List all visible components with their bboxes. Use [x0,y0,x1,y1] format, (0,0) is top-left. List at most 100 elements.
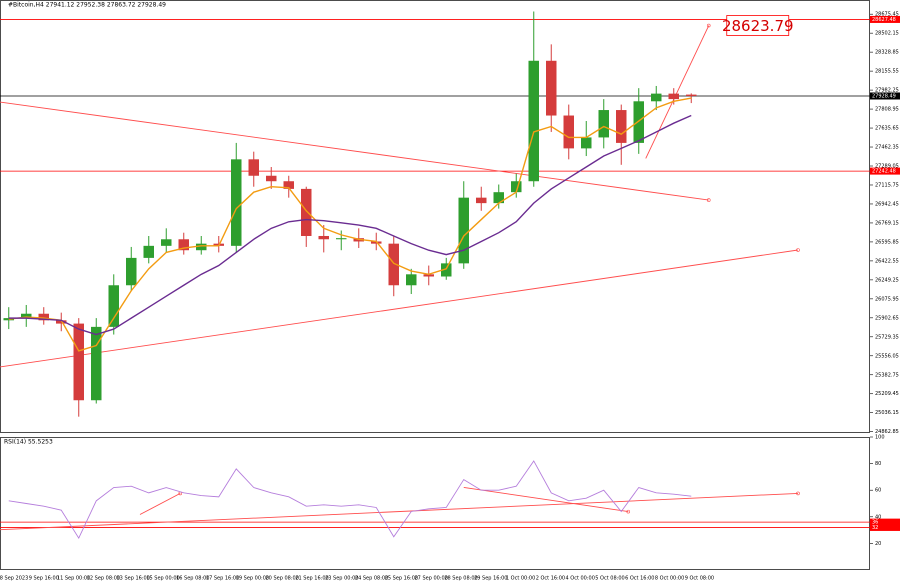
candle-body [91,326,102,401]
candle-body [301,188,312,236]
trend-anchor [706,198,711,202]
y-tick-label: 26769.15 [875,220,899,226]
y-tick-label: 26422.55 [875,258,899,264]
y-tick-label: 27808.95 [875,107,899,113]
level-tag [870,92,900,100]
candle-body [528,60,539,182]
candle-body [56,320,67,324]
candle-body [633,101,644,143]
trend-anchor [706,23,711,28]
candle-body [196,243,207,251]
y-tick-label: 25209.45 [875,391,899,397]
x-tick-label: 4 Oct 00:00 [565,576,594,582]
candle-body [73,323,84,401]
candle-body [511,181,522,193]
x-tick-label: 11 Sep 00:00 [57,576,90,582]
trend-line [645,25,710,159]
y-tick-label: 28502.15 [875,31,899,37]
rsi-header: RSI(14) 55.5253 [4,439,53,446]
x-tick-label: 9 Sep 16:00 [29,576,59,582]
trend-anchor [626,509,631,514]
candle-body [178,239,189,251]
trend-line [0,101,709,201]
x-tick-label: 8 Oct 00:00 [655,576,684,582]
y-tick-label: 27462.35 [875,145,899,151]
y-tick-label: 40 [875,514,881,520]
level-tag [870,167,900,175]
x-tick-label: 12 Sep 08:00 [87,576,120,582]
x-tick-label: 1 Oct 00:00 [506,576,535,582]
candle-body [126,257,137,286]
y-tick-label: 26075.95 [875,296,899,302]
x-tick-label: 19 Sep 00:00 [236,576,269,582]
trend-anchor [796,491,800,496]
y-tick-label: 28155.55 [875,69,899,75]
x-tick-label: 9 Oct 08:00 [685,576,714,582]
y-tick-label: 26249.25 [875,277,899,283]
level-label: 32 [872,525,878,531]
candle-body [318,235,329,240]
trend-line [139,492,181,515]
x-tick-label: 25 Sep 16:00 [385,576,418,582]
candle-body [441,263,452,277]
x-tick-label: 24 Sep 08:00 [355,576,388,582]
trend-line [463,486,629,513]
x-tick-label: 28 Sep 08:00 [444,576,477,582]
level-tag [870,518,900,526]
x-tick-label: 16 Sep 08:00 [176,576,209,582]
x-tick-label: 27 Sep 00:00 [415,576,448,582]
y-tick-label: 25036.15 [875,410,899,416]
y-tick-label: 24862.85 [875,429,899,435]
moving-average [8,114,692,336]
candle-body [423,274,434,277]
chart-header: #Bitcoin,H4 27941.12 27952.38 27863.72 2… [8,2,166,9]
rsi-line [8,460,692,540]
y-tick-label: 25729.35 [875,334,899,340]
x-tick-label: 5 Oct 08:00 [595,576,624,582]
y-tick-label: 80 [875,461,881,467]
candle-body [38,313,49,321]
x-tick-label: 6 Oct 16:00 [625,576,654,582]
y-tick-label: 27635.65 [875,126,899,132]
candle-body [563,115,574,149]
candle-body [581,137,592,149]
candle-body [616,110,627,143]
y-tick-label: 28328.85 [875,50,899,56]
x-tick-label: 20 Sep 08:00 [266,576,299,582]
y-tick-label: 60 [875,488,881,494]
x-tick-label: 8 Sep 2023 [0,576,28,582]
candle-body [266,175,277,182]
candle-body [546,60,557,116]
candle-body [406,274,417,286]
y-tick-label: 26595.85 [875,239,899,245]
candle-body [283,181,294,189]
x-tick-label: 21 Sep 16:00 [295,576,328,582]
trend-line [0,249,799,368]
x-tick-label: 29 Sep 16:00 [474,576,507,582]
y-tick-label: 26942.45 [875,201,899,207]
x-tick-label: 17 Sep 16:00 [206,576,239,582]
y-tick-label: 25902.65 [875,315,899,321]
rsi-pane [0,437,870,570]
y-tick-label: 27982.25 [875,88,899,94]
moving-average [8,97,692,352]
y-tick-label: 100 [875,435,885,441]
main-pane [0,0,870,433]
candle-body [248,159,259,176]
candle-body [651,93,662,102]
x-tick-label: 23 Sep 00:00 [325,576,358,582]
level-tag [870,523,900,531]
level-label: 27928.49 [872,93,896,99]
annotation: 28623.79 [722,17,794,35]
candle-body [493,192,504,204]
x-tick-label: 2 Oct 16:00 [536,576,565,582]
level-label: 28627.48 [872,17,896,23]
candle-body [458,197,469,264]
candle-body [686,94,697,96]
candle-body [336,238,347,240]
candle-body [143,245,154,258]
candle-body [21,313,32,319]
candle-body [388,243,399,286]
candle-body [476,197,487,204]
